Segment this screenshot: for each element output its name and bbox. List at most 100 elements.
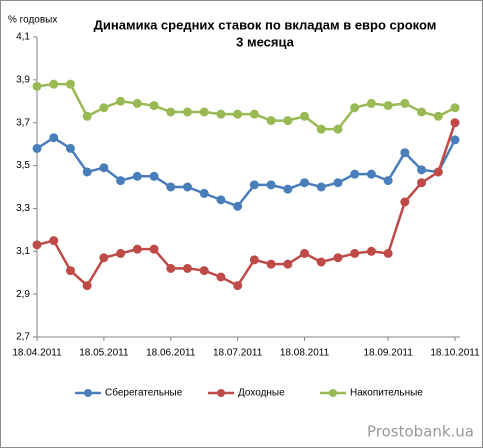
- series-marker: [450, 118, 460, 128]
- series-marker: [49, 79, 59, 89]
- series-marker: [216, 272, 226, 282]
- series-marker: [400, 197, 410, 207]
- watermark: Prostobank.ua: [367, 423, 474, 441]
- series-marker: [366, 98, 376, 108]
- series-marker: [283, 116, 293, 126]
- series-marker: [350, 248, 360, 258]
- series-marker: [65, 79, 75, 89]
- series-marker: [300, 178, 310, 188]
- series-marker: [333, 178, 343, 188]
- legend-marker: [329, 389, 337, 397]
- series-marker: [350, 169, 360, 179]
- series-marker: [199, 266, 209, 276]
- series-marker: [132, 171, 142, 181]
- y-tick-label: 3,1: [16, 246, 30, 257]
- series-marker: [233, 201, 243, 211]
- series-marker: [400, 148, 410, 158]
- y-tick-label: 4,1: [16, 32, 30, 43]
- series-marker: [233, 109, 243, 119]
- y-tick-label: 2,9: [16, 289, 30, 300]
- legend-marker: [84, 389, 92, 397]
- series-marker: [149, 171, 159, 181]
- series-marker: [32, 143, 42, 153]
- series-marker: [366, 169, 376, 179]
- series-marker: [99, 103, 109, 113]
- series-marker: [383, 248, 393, 258]
- series-marker: [65, 143, 75, 153]
- series-marker: [65, 266, 75, 276]
- series-marker: [383, 101, 393, 111]
- series-marker: [266, 180, 276, 190]
- series-marker: [249, 180, 259, 190]
- y-tick-label: 3,7: [16, 117, 30, 128]
- legend-marker: [217, 389, 225, 397]
- series-marker: [316, 257, 326, 267]
- series-marker: [316, 124, 326, 134]
- series-marker: [82, 281, 92, 291]
- series-marker: [383, 176, 393, 186]
- series-marker: [366, 246, 376, 256]
- series-marker: [182, 263, 192, 273]
- y-tick-label: 3,3: [16, 203, 30, 214]
- series-marker: [433, 111, 443, 121]
- x-tick-label: 18.04.2011: [12, 348, 62, 359]
- series-marker: [32, 240, 42, 250]
- series-marker: [300, 111, 310, 121]
- legend-label: Сберегательные: [105, 387, 183, 399]
- series-marker: [450, 135, 460, 145]
- series-marker: [166, 182, 176, 192]
- series-marker: [132, 98, 142, 108]
- x-tick-label: 18.07.2011: [213, 348, 263, 359]
- y-axis-label: % годовых: [8, 15, 57, 26]
- series-marker: [333, 253, 343, 263]
- series-marker: [266, 259, 276, 269]
- series-marker: [417, 107, 427, 117]
- x-tick-label: 18.06.2011: [146, 348, 196, 359]
- series-marker: [82, 167, 92, 177]
- series-marker: [166, 107, 176, 117]
- series-marker: [199, 188, 209, 198]
- series-marker: [266, 116, 276, 126]
- legend-label: Накопительные: [350, 388, 423, 399]
- series-marker: [99, 163, 109, 173]
- series-marker: [300, 248, 310, 258]
- y-tick-label: 3,9: [16, 74, 30, 85]
- legend-label: Доходные: [238, 388, 285, 399]
- series-marker: [233, 281, 243, 291]
- series-marker: [32, 81, 42, 91]
- series-marker: [116, 248, 126, 258]
- series-marker: [350, 103, 360, 113]
- series-marker: [149, 244, 159, 254]
- series-marker: [49, 236, 59, 246]
- series-marker: [182, 107, 192, 117]
- series-marker: [417, 165, 427, 175]
- series-marker: [316, 182, 326, 192]
- series-marker: [149, 101, 159, 111]
- series-marker: [333, 124, 343, 134]
- x-tick-label: 18.05.2011: [79, 348, 129, 359]
- series-marker: [283, 184, 293, 194]
- series-marker: [249, 109, 259, 119]
- series-marker: [433, 167, 443, 177]
- series-marker: [400, 98, 410, 108]
- series-marker: [216, 109, 226, 119]
- series-marker: [116, 96, 126, 106]
- series-marker: [99, 253, 109, 263]
- x-tick-label: 18.08.2011: [280, 348, 330, 359]
- series-marker: [49, 133, 59, 143]
- series-marker: [116, 176, 126, 186]
- series-marker: [82, 111, 92, 121]
- series-marker: [450, 103, 460, 113]
- series-marker: [249, 255, 259, 265]
- series-marker: [166, 263, 176, 273]
- x-tick-label: 18.10.2011: [430, 348, 480, 359]
- series-marker: [182, 182, 192, 192]
- series-marker: [132, 244, 142, 254]
- series-marker: [417, 178, 427, 188]
- x-tick-label: 18.09.2011: [363, 348, 413, 359]
- y-tick-label: 3,5: [16, 160, 30, 171]
- series-marker: [283, 259, 293, 269]
- chart-title: Динамика средних ставок по вкладам в евр…: [94, 17, 437, 32]
